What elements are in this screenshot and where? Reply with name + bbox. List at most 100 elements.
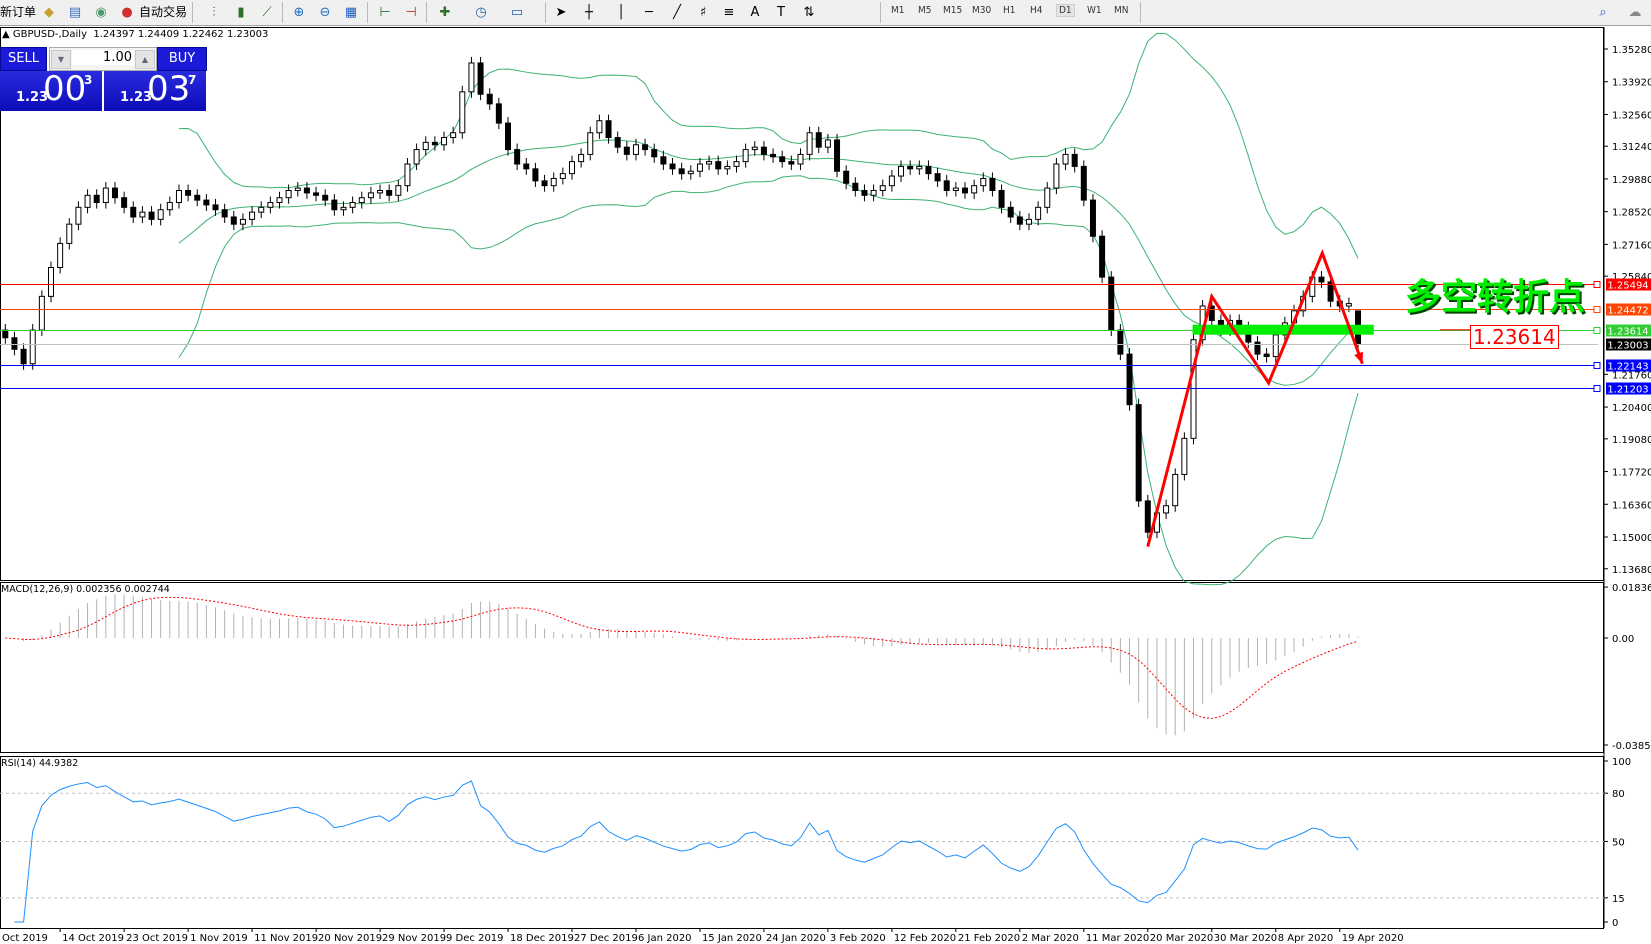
zoom-out-icon[interactable]: ⊖ <box>319 5 331 20</box>
community-icon[interactable]: ☁ <box>1628 5 1642 20</box>
y-tick-label: 1.29880 <box>1612 175 1651 186</box>
signals-icon[interactable]: ◉ <box>95 5 107 20</box>
lot-increase-button[interactable]: ▲ <box>135 50 155 69</box>
macd-y-tick-label: -0.038585 <box>1612 741 1651 752</box>
strategy-tester-icon[interactable]: ◆ <box>44 5 54 20</box>
auto-trading-button[interactable]: 自动交易 <box>139 5 188 19</box>
macd-y-tick-label: 0.018369 <box>1612 583 1651 594</box>
vertical-line-icon[interactable]: │ <box>617 5 625 20</box>
timeframe-m5[interactable]: M5 <box>918 5 932 16</box>
candle-bull <box>1272 334 1279 358</box>
candle-bull <box>1062 153 1069 165</box>
tile-windows-icon[interactable]: ▦ <box>344 5 358 20</box>
candle-bear <box>130 206 137 218</box>
timeframe-m15[interactable]: M15 <box>943 5 963 16</box>
candle-bear <box>925 165 932 175</box>
fibonacci-icon[interactable]: ♯ <box>699 5 707 20</box>
candle-bear <box>532 168 539 182</box>
cursor-icon[interactable]: ➤ <box>555 5 567 20</box>
price-tag-label: 1.23614 <box>1607 327 1648 338</box>
toolbar: 新订单 ◆ ▤ ◉ ● 自动交易 ⫶ ▮ ⟋ ⊕ ⊖ ▦ ⊢ ⊣ ✚ ◷ ▭ ➤… <box>0 0 1651 26</box>
lot-input[interactable] <box>72 50 134 65</box>
timeframe-h1[interactable]: H1 <box>1003 5 1016 16</box>
zigzag-arrowhead <box>1354 351 1364 364</box>
horizontal-line-icon[interactable]: ─ <box>645 5 653 20</box>
candlestick-icon[interactable]: ▮ <box>237 5 245 20</box>
trendline-icon[interactable]: ╱ <box>673 5 681 20</box>
candle-bull <box>1044 187 1051 208</box>
candle-bear <box>815 132 822 148</box>
candle-bull <box>175 189 182 204</box>
candle-bear <box>934 173 941 182</box>
line-handle <box>1593 327 1601 334</box>
candle-bull <box>632 144 639 155</box>
chart-shift-icon[interactable]: ⊢ <box>379 5 391 20</box>
timeframe-w1[interactable]: W1 <box>1087 5 1102 16</box>
x-tick-label: Oct 2019 <box>2 933 48 944</box>
price-tag-label: 1.24472 <box>1607 306 1648 317</box>
text-label-icon[interactable]: T <box>777 5 785 20</box>
x-tick-label: 20 Mar 2020 <box>1150 933 1213 944</box>
buy-button[interactable]: BUY <box>157 47 207 71</box>
x-tick-label: 3 Feb 2020 <box>830 933 886 944</box>
candle-bull <box>1190 339 1197 439</box>
candle-bear <box>1007 206 1014 218</box>
candle-bull <box>441 137 448 146</box>
candle-bear <box>486 93 493 105</box>
candle-bull <box>550 177 557 187</box>
reversal-point-annotation[interactable]: 多空转折点 <box>1405 277 1586 318</box>
line-handle <box>1593 306 1601 313</box>
ask-price-button[interactable]: 1.23 03 7 <box>104 69 206 111</box>
candle-bull <box>249 211 256 220</box>
timeframe-mn[interactable]: MN <box>1114 5 1129 16</box>
fibo-levels-icon[interactable]: ≡ <box>723 5 735 20</box>
candle-bull <box>166 202 173 211</box>
macd-signal-line <box>5 596 1359 719</box>
history-center-icon[interactable]: ▤ <box>68 5 82 20</box>
lot-decrease-button[interactable]: ▼ <box>51 50 71 69</box>
timeframe-d1[interactable]: D1 <box>1056 4 1075 17</box>
auto-trading-icon[interactable]: ● <box>121 5 133 20</box>
timeframe-h4[interactable]: H4 <box>1030 5 1043 16</box>
bollinger-middle <box>178 139 1359 386</box>
zoom-in-icon[interactable]: ⊕ <box>293 5 305 20</box>
collapse-icon[interactable]: ▲ <box>2 29 10 40</box>
timeframe-m30[interactable]: M30 <box>972 5 992 16</box>
price-tag <box>1606 338 1651 351</box>
new-order-button[interactable]: 新订单 <box>0 5 37 19</box>
autoscroll-icon[interactable]: ⊣ <box>405 5 417 20</box>
y-tick-label: 1.17720 <box>1612 468 1651 479</box>
candle-bull <box>340 206 347 211</box>
search-icon[interactable]: ⌕ <box>1599 5 1607 20</box>
y-tick-label: 1.13680 <box>1612 565 1651 576</box>
rsi-y-tick-label: 80 <box>1612 789 1625 800</box>
line-handle <box>1593 385 1601 392</box>
text-icon[interactable]: A <box>750 5 760 20</box>
rsi-y-tick-label: 0 <box>1612 918 1618 929</box>
y-tick-label: 1.21760 <box>1612 370 1651 381</box>
line-chart-icon[interactable]: ⟋ <box>262 5 272 20</box>
templates-icon[interactable]: ▭ <box>510 5 524 20</box>
price-label-annotation[interactable]: 1.23614 <box>1470 325 1559 349</box>
bollinger-upper <box>178 32 1359 259</box>
bid-price-button[interactable]: 1.23 00 3 <box>0 69 102 111</box>
periods-icon[interactable]: ◷ <box>475 5 487 20</box>
bar-chart-icon[interactable]: ⫶ <box>212 5 216 20</box>
bid-prefix: 1.23 <box>16 90 49 105</box>
candle-bear <box>669 163 676 170</box>
bid-pips: 00 <box>43 69 87 109</box>
candle-bear <box>788 161 795 165</box>
candle-bull <box>139 211 146 218</box>
crosshair-icon[interactable]: ┼ <box>585 5 593 20</box>
candle-bear <box>1117 329 1124 355</box>
indicators-icon[interactable]: ✚ <box>439 5 451 20</box>
arrows-icon[interactable]: ⇅ <box>803 5 815 20</box>
candle-bear <box>20 348 27 365</box>
rsi-y-tick-label: 50 <box>1612 838 1625 849</box>
timeframe-m1[interactable]: M1 <box>891 5 905 16</box>
candle-bear <box>614 137 621 148</box>
candle-bull <box>742 149 749 163</box>
panel-border-2 <box>0 756 1604 929</box>
sell-button[interactable]: SELL <box>0 47 47 71</box>
